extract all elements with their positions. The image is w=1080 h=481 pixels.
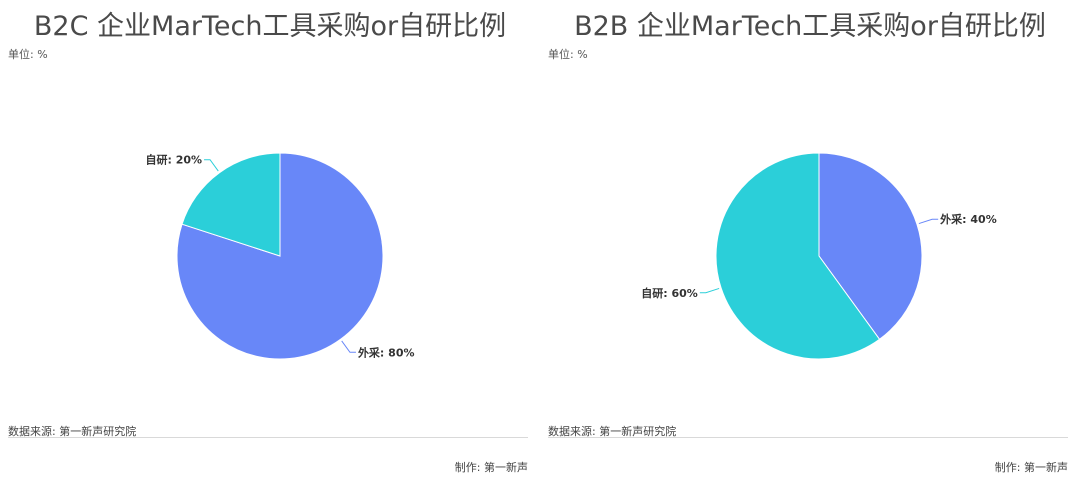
chart-title: B2B 企业MarTech工具采购or自研比例 xyxy=(574,11,1046,42)
slice-label: 外采: 80% xyxy=(357,345,415,359)
pie-slice-in-house xyxy=(181,152,281,257)
unit-label: 单位: % xyxy=(8,48,48,61)
pie-slice-in-house xyxy=(715,152,881,360)
chart-panel-b2c: B2C 企业MarTech工具采购or自研比例 单位: % 外采: 80% 自研:… xyxy=(8,11,528,474)
pie-slice-outsourced xyxy=(176,152,384,360)
pie-chart-b2c: 外采: 80% 自研: 20% xyxy=(145,152,415,360)
leader-line xyxy=(918,218,939,225)
credit-label: 制作: 第一新声 xyxy=(994,461,1068,474)
leader-line xyxy=(204,159,219,172)
slice-label: 自研: 60% xyxy=(641,286,698,300)
leader-line xyxy=(699,287,720,294)
slice-label: 自研: 20% xyxy=(145,153,202,167)
divider xyxy=(548,437,1068,438)
divider xyxy=(8,437,528,438)
chart-title: B2C 企业MarTech工具采购or自研比例 xyxy=(33,11,507,42)
chart-panel-b2b: B2B 企业MarTech工具采购or自研比例 单位: % 外采: 40% 自研:… xyxy=(540,0,1080,481)
data-source-label: 数据来源: 第一新声研究院 xyxy=(8,425,137,438)
leader-line xyxy=(341,340,356,353)
unit-label: 单位: % xyxy=(548,48,588,61)
data-source-label: 数据来源: 第一新声研究院 xyxy=(548,425,677,438)
credit-label: 制作: 第一新声 xyxy=(454,461,528,474)
pie-slice-outsourced xyxy=(818,152,923,341)
slice-label: 外采: 40% xyxy=(939,212,997,226)
pie-chart-b2b: 外采: 40% 自研: 60% xyxy=(641,152,997,360)
